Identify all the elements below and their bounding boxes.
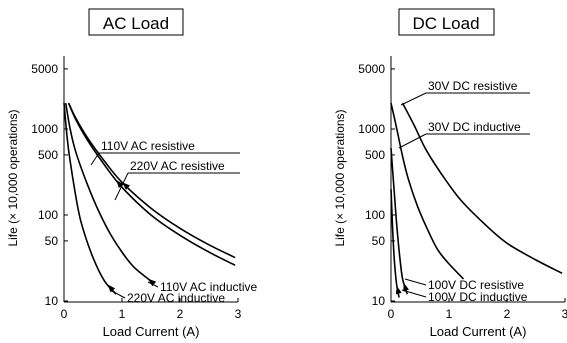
ac-x-axis-label: Load Current (A) <box>103 324 200 339</box>
dc-curve-label: 100V DC inductive <box>428 290 528 304</box>
dc-x-tick-label: 0 <box>388 307 395 321</box>
dc-series-line-1 <box>401 102 563 275</box>
dc-series-line-2 <box>390 102 465 280</box>
ac-label-leader <box>109 289 126 299</box>
dc-y-tick-label: 500 <box>365 148 385 162</box>
dc-y-tick-label: 10 <box>372 294 386 308</box>
dc-series-line-3 <box>390 148 408 295</box>
dc-arrowhead <box>403 282 409 292</box>
ac-arrowhead <box>116 179 124 188</box>
dc-y-tick-label: 50 <box>372 234 386 248</box>
ac-curve-label: 110V AC inductive <box>160 280 257 294</box>
ac-y-axis-label: Life (× 10,000 operations) <box>6 109 20 246</box>
ac-y-tick-label: 50 <box>45 234 59 248</box>
ac-series-line-1 <box>67 102 236 259</box>
dc-y-axis-label: Life (× 10,000 operations) <box>333 109 347 246</box>
dc-curve-label: 100V DC resistive <box>428 278 524 292</box>
ac-series-line-2 <box>67 102 236 267</box>
ac-arrowhead <box>148 278 157 287</box>
ac-y-tick-label: 1000 <box>31 122 58 136</box>
dc-x-tick-label: 3 <box>562 307 567 321</box>
ac-x-tick-label: 2 <box>177 307 184 321</box>
dc-x-axis-label: Load Current (A) <box>430 324 527 339</box>
ac-x-tick-label: 1 <box>119 307 126 321</box>
ac-curve-label: 220V AC inductive <box>127 291 225 305</box>
ac-label-leader <box>114 172 129 201</box>
dc-label-leader <box>404 278 427 286</box>
dc-x-tick-label: 1 <box>446 307 453 321</box>
dc-curve-label: 30V DC resistive <box>428 79 518 93</box>
ac-arrowhead <box>107 284 116 293</box>
dc-y-tick-label: 1000 <box>358 122 385 136</box>
ac-series-line-3 <box>64 102 152 282</box>
dc-label-leader <box>398 133 427 149</box>
dc-arrowhead <box>395 285 402 295</box>
dc-label-leader <box>401 289 427 298</box>
dc-y-tick-label: 100 <box>365 208 385 222</box>
ac-y-tick-label: 100 <box>38 208 58 222</box>
dc-y-tick-label: 5000 <box>358 62 385 76</box>
ac-load-panel: AC Load Load Current (A) Life (× 10,000 … <box>6 8 238 339</box>
ac-arrowhead <box>122 182 130 190</box>
ac-y-tick-label: 10 <box>45 294 59 308</box>
ac-chart-title: AC Load <box>103 14 169 33</box>
dc-x-tick-label: 2 <box>504 307 511 321</box>
ac-x-tick-label: 0 <box>61 307 68 321</box>
dc-label-leader <box>400 92 427 106</box>
ac-curve-label: 220V AC resistive <box>130 159 225 173</box>
ac-y-tick-label: 500 <box>38 148 58 162</box>
ac-label-leader <box>90 152 100 166</box>
ac-series-line-4 <box>63 103 117 295</box>
dc-chart-title: DC Load <box>412 14 479 33</box>
dc-load-panel: DC Load Load Current (A) Life (× 10,000 … <box>333 8 565 339</box>
ac-curve-label: 110V AC resistive <box>101 139 195 153</box>
ac-y-tick-label: 5000 <box>31 62 58 76</box>
dc-curve-label: 30V DC inductive <box>428 120 521 134</box>
ac-x-tick-label: 3 <box>235 307 242 321</box>
dc-title-box <box>398 8 495 36</box>
ac-title-box <box>88 8 184 36</box>
